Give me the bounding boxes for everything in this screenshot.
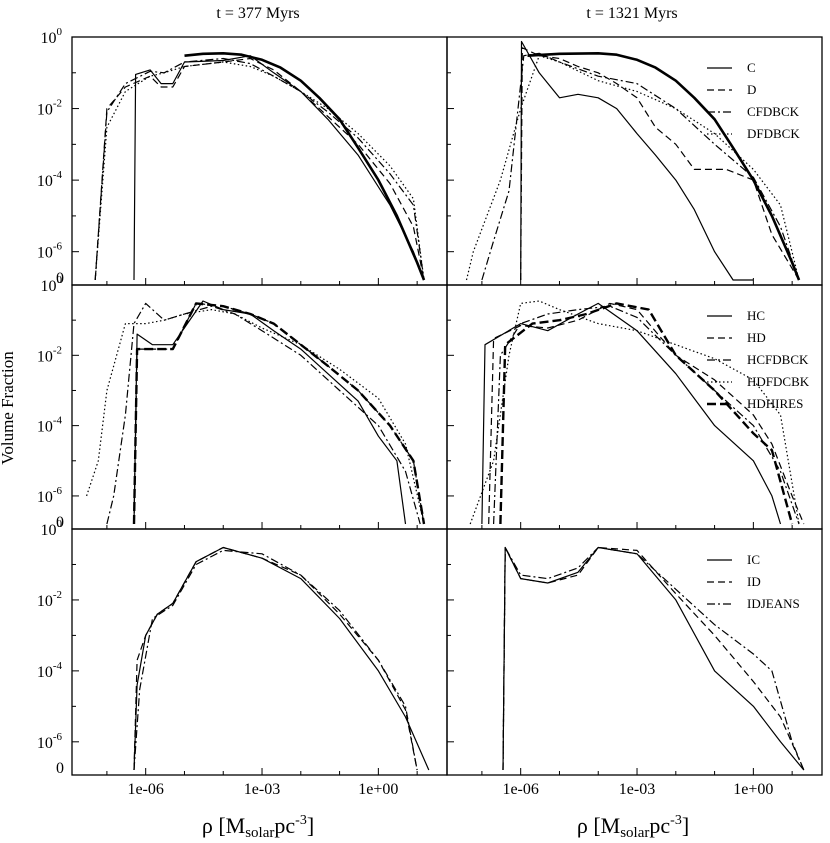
series-line-HC xyxy=(481,302,782,525)
x-tick-label: 1e-06 xyxy=(127,781,163,798)
panel-frame-r0-c0 xyxy=(71,36,448,286)
panel-frame-r0-c1 xyxy=(446,36,823,286)
panel-frames xyxy=(71,36,823,776)
series-line-HCFDBCK xyxy=(106,302,421,525)
legend-label: IC xyxy=(747,552,760,567)
y-tick-label: 10-6 xyxy=(37,731,63,752)
legend-label: IDJEANS xyxy=(747,596,800,611)
series-line-D xyxy=(94,57,425,281)
legend-label: C xyxy=(747,60,756,75)
y-axis-label: Volume Fraction xyxy=(0,351,17,465)
axis-ticks: 1e-06 1e-03 1e+00 1e-06 1e-03 1e+00 100 10-2 10-… xyxy=(37,26,793,798)
y-tick-label-zero: 0 xyxy=(56,760,64,777)
y-tick-label: 10-6 xyxy=(37,241,63,262)
series-line-CFDBCK xyxy=(481,52,800,281)
y-tick-label: 100 xyxy=(41,26,63,47)
series-line-IC xyxy=(133,546,430,771)
axis-labels: t = 377 Myrs t = 1321 Myrs Volume Fracti… xyxy=(0,5,689,841)
x-tick-label: 1e-03 xyxy=(244,781,280,798)
y-tick-label: 10-2 xyxy=(37,589,62,610)
legend-label: HDHIRES xyxy=(747,396,803,411)
panel-curves-5 xyxy=(502,546,805,771)
series-line-HC xyxy=(133,300,407,525)
legends: CD CFDBCK DFDBCK HC HD HCFDBCK HDFDCBK HDHIRES I… xyxy=(707,60,810,611)
legend-label: HD xyxy=(747,330,766,345)
y-tick-label: 100 xyxy=(41,518,63,539)
series-line-C xyxy=(133,55,425,281)
legend-label: D xyxy=(747,82,756,97)
legend-label: DFDBCK xyxy=(747,126,800,141)
legend-label: CFDBCK xyxy=(747,104,800,119)
y-tick-label: 10-2 xyxy=(37,344,62,365)
panel-frame-r2-c0 xyxy=(71,528,448,776)
x-tick-label: 1e+00 xyxy=(358,781,398,798)
legend-label: HDFDCBK xyxy=(747,374,810,389)
y-tick-label: 10-4 xyxy=(37,415,63,436)
data-curves xyxy=(86,40,805,771)
series-line-ID xyxy=(133,546,418,771)
series-line-ID xyxy=(502,546,805,771)
y-tick-label: 10-6 xyxy=(37,485,63,506)
x-axis-label-right: ρ [Msolarpc-3] xyxy=(577,813,689,841)
panel-curves-4 xyxy=(133,546,430,771)
column-title-right: t = 1321 Myrs xyxy=(586,5,677,22)
panel-curves-3 xyxy=(469,300,805,525)
y-tick-label-zero: 0 xyxy=(56,270,64,287)
y-tick-label: 10-2 xyxy=(37,98,62,119)
series-line-reference-curve xyxy=(527,51,801,281)
panel-curves-0 xyxy=(94,51,426,281)
series-line-reference-curve xyxy=(184,51,426,281)
column-title-left: t = 377 Myrs xyxy=(216,5,299,22)
series-line-IC xyxy=(502,546,805,771)
legend-label: ID xyxy=(747,574,761,589)
panel-curves-2 xyxy=(86,300,426,525)
series-line-IDJEANS xyxy=(133,549,418,771)
x-tick-label: 1e+00 xyxy=(733,781,773,798)
x-axis-label-left: ρ [Msolarpc-3] xyxy=(202,813,314,841)
series-line-HDFDCBK xyxy=(86,309,425,525)
series-line-DFDBCK xyxy=(94,61,425,281)
legend-label: HCFDBCK xyxy=(747,352,809,367)
x-tick-label: 1e-03 xyxy=(619,781,655,798)
panel-frame-r2-c1 xyxy=(446,528,823,776)
series-line-CFDBCK xyxy=(94,57,425,281)
series-line-HDHIRES xyxy=(132,302,426,525)
series-line-C xyxy=(520,40,754,281)
y-tick-label: 10-4 xyxy=(37,169,63,190)
panel-frame-r1-c0 xyxy=(71,284,448,530)
series-line-HDFDCBK xyxy=(469,300,800,525)
series-line-IDJEANS xyxy=(502,546,805,771)
series-line-HDHIRES xyxy=(499,302,794,525)
legend-label: HC xyxy=(747,308,765,323)
y-tick-label: 10-4 xyxy=(37,660,63,681)
series-line-HD xyxy=(488,302,805,525)
y-tick-label-zero: 0 xyxy=(56,514,64,531)
panel-curves-1 xyxy=(465,40,801,281)
series-line-DFDBCK xyxy=(465,55,800,281)
x-tick-label: 1e-06 xyxy=(502,781,538,798)
y-tick-label: 100 xyxy=(41,274,63,295)
series-line-D xyxy=(520,47,800,281)
